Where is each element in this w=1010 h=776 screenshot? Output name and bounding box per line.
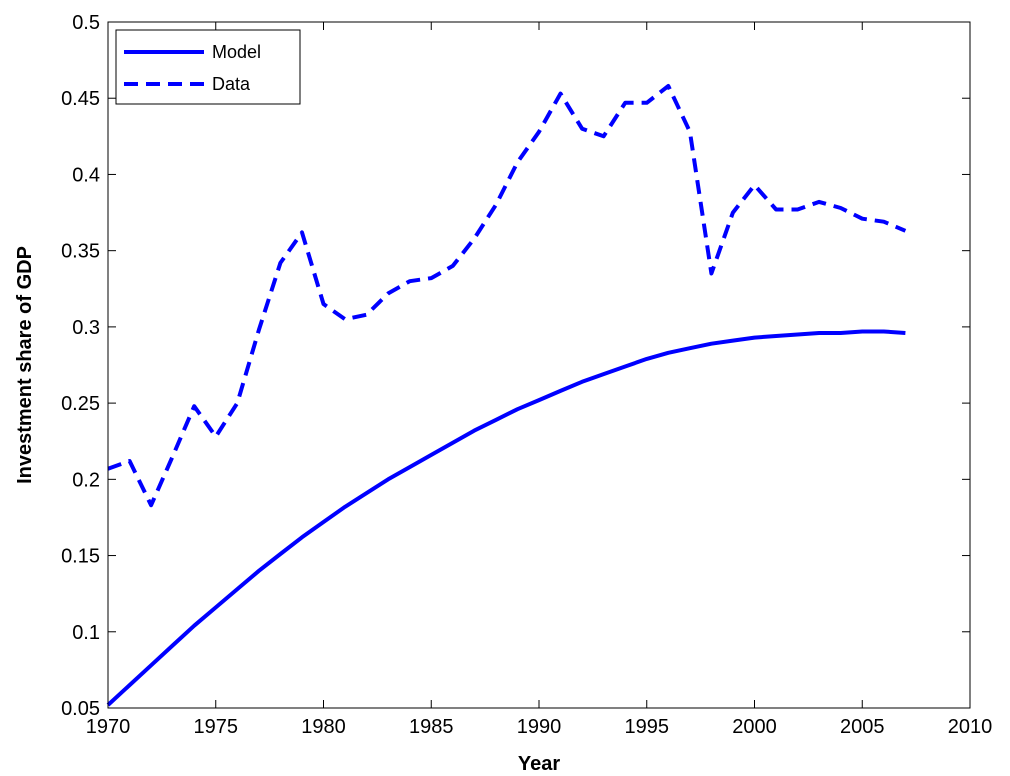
y-tick-label: 0.35	[61, 241, 100, 263]
y-tick-label: 0.1	[72, 622, 100, 644]
y-axis: 0.05 0.1 0.15 0.2 0.25 0.3 0.35 0.4 0.45 0.5	[61, 12, 970, 720]
series-line-data	[107, 84, 907, 508]
x-tick-label: 1980	[301, 716, 346, 738]
legend-data-label: Data	[212, 74, 251, 94]
x-tick-label: 1970	[86, 716, 131, 738]
legend-box	[115, 29, 301, 105]
y-tick-label: 0.45	[61, 88, 100, 110]
x-tick-label: 2000	[732, 716, 777, 738]
y-tick-label: 0.3	[72, 317, 100, 339]
y-tick-label: 0.15	[61, 546, 100, 568]
x-axis-title: Year	[518, 753, 560, 775]
y-tick-label: 0.05	[61, 698, 100, 720]
series-line-model	[106, 329, 906, 707]
x-tick-label: 2010	[948, 716, 993, 738]
y-tick-label: 0.4	[72, 164, 100, 186]
x-tick-label: 2005	[840, 716, 885, 738]
x-axis: 1970 1975 1980 1985 1990 1995 2000 2005 2010	[86, 22, 993, 738]
y-tick-label: 0.25	[61, 393, 100, 415]
legend: Model Data	[115, 29, 301, 105]
x-tick-label: 1975	[194, 716, 239, 738]
x-tick-label: 1990	[517, 716, 562, 738]
x-tick-label: 1995	[625, 716, 670, 738]
y-tick-label: 0.2	[72, 469, 100, 491]
legend-model-label: Model	[212, 42, 261, 62]
y-tick-label: 0.5	[72, 12, 100, 34]
plot-area	[108, 22, 970, 708]
series-layer	[106, 84, 907, 707]
y-axis-title: Investment share of GDP	[14, 246, 36, 484]
x-tick-label: 1985	[409, 716, 454, 738]
